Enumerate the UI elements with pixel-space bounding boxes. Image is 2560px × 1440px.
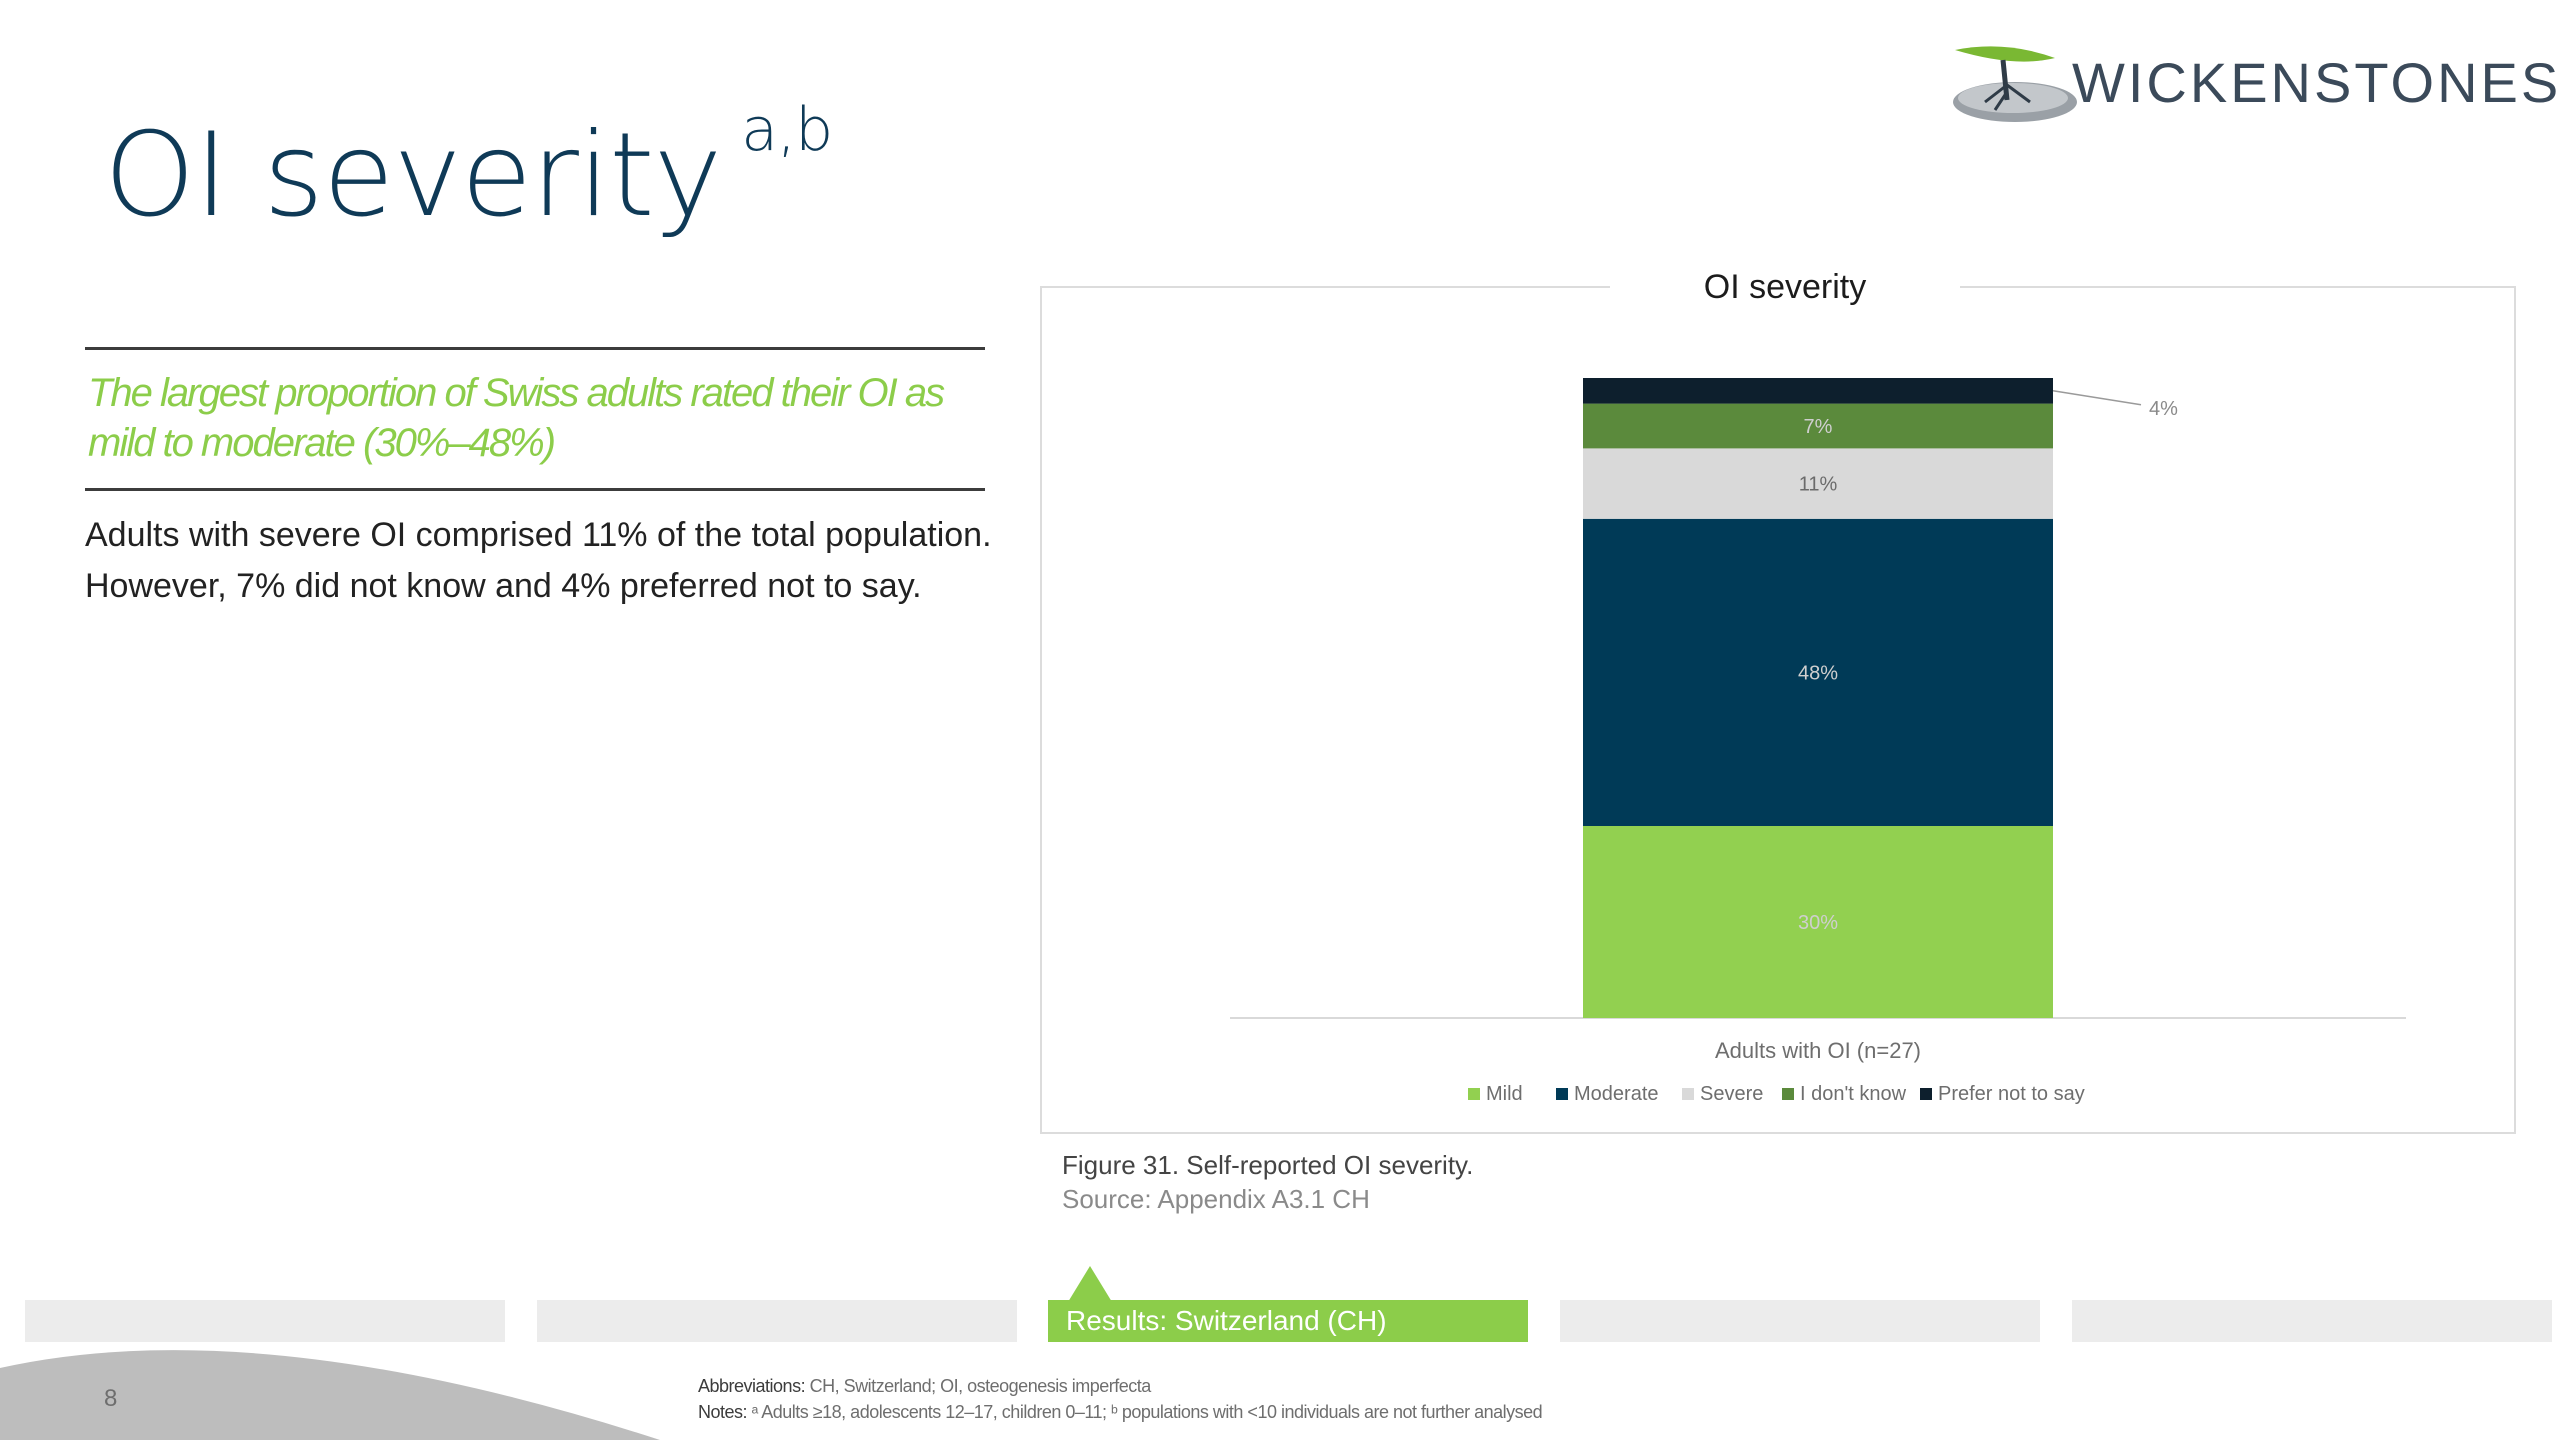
data-label: 11% <box>1799 474 1838 496</box>
title-superscript: a,b <box>741 95 833 165</box>
stacked-bar-chart: 30% 48% 11% 7% 4% Adults with OI (n=27) Mild Mo… <box>1230 378 2406 1105</box>
legend-label: Severe <box>1700 1083 1763 1105</box>
page-title-text: OI severity <box>104 108 722 243</box>
logo-wordmark: WICKENSTONES <box>2072 51 2560 114</box>
footer-wave-shape <box>0 1350 660 1440</box>
data-label-leader-line <box>2052 390 2142 406</box>
chart-title: OI severity <box>1703 268 1867 306</box>
notes-text: ᵃ Adults ≥18, adolescents 12–17, childre… <box>751 1402 1543 1422</box>
legend-swatch <box>1920 1088 1932 1100</box>
legend-label: Prefer not to say <box>1938 1083 2085 1105</box>
legend-label: Mild <box>1486 1083 1523 1105</box>
footnotes: Notes: ᵃ Adults ≥18, adolescents 12–17, … <box>698 1402 1543 1423</box>
nav-tab-2[interactable] <box>537 1300 1017 1342</box>
legend-label: I don't know <box>1800 1083 1907 1105</box>
x-tick-label: Adults with OI (n=27) <box>1715 1038 1921 1063</box>
tree-logo-icon <box>1953 46 2077 122</box>
data-label: 4% <box>2149 398 2178 420</box>
legend-label: Moderate <box>1574 1083 1659 1105</box>
nav-tab-4[interactable] <box>1560 1300 2040 1342</box>
chart-title-background <box>1610 268 1960 318</box>
data-label: 48% <box>1798 662 1838 684</box>
figure-caption: Figure 31. Self-reported OI severity. <box>1062 1150 1474 1180</box>
figure-source: Source: Appendix A3.1 CH <box>1062 1184 1370 1214</box>
abbreviations-label: Abbreviations: <box>698 1376 806 1396</box>
headline-top-rule <box>85 347 985 350</box>
notes-label: Notes: <box>698 1402 748 1422</box>
abbreviations-text: CH, Switzerland; OI, osteogenesis imperf… <box>809 1376 1152 1396</box>
page-title: OI severity a,b <box>104 100 833 234</box>
active-tab-pointer <box>1068 1266 1112 1302</box>
nav-tab-1[interactable] <box>25 1300 505 1342</box>
legend-swatch <box>1468 1088 1480 1100</box>
legend-swatch <box>1782 1088 1794 1100</box>
nav-tab-5[interactable] <box>2072 1300 2552 1342</box>
nav-tab-results-switzerland[interactable]: Results: Switzerland (CH) <box>1048 1300 1528 1342</box>
body-text: Adults with severe OI comprised 11% of t… <box>85 516 992 605</box>
page-number: 8 <box>104 1385 118 1412</box>
data-label: 30% <box>1798 912 1838 934</box>
nav-tab-label: Results: Switzerland (CH) <box>1066 1305 1387 1336</box>
bar-segment-severe <box>1583 448 2053 519</box>
legend-swatch <box>1682 1088 1694 1100</box>
headline-text: The largest proportion of Swiss adults r… <box>88 371 945 465</box>
bar-segment-prefer-not-to-say <box>1583 378 2053 404</box>
bar-segment-mild <box>1583 826 2053 1018</box>
bar-segment-moderate <box>1583 518 2053 826</box>
data-label: 7% <box>1804 416 1833 438</box>
legend-swatch <box>1556 1088 1568 1100</box>
headline-bottom-rule <box>85 488 985 491</box>
bar-segment-i-don-t-know <box>1583 403 2053 449</box>
abbreviations-note: Abbreviations: CH, Switzerland; OI, oste… <box>698 1376 1151 1397</box>
